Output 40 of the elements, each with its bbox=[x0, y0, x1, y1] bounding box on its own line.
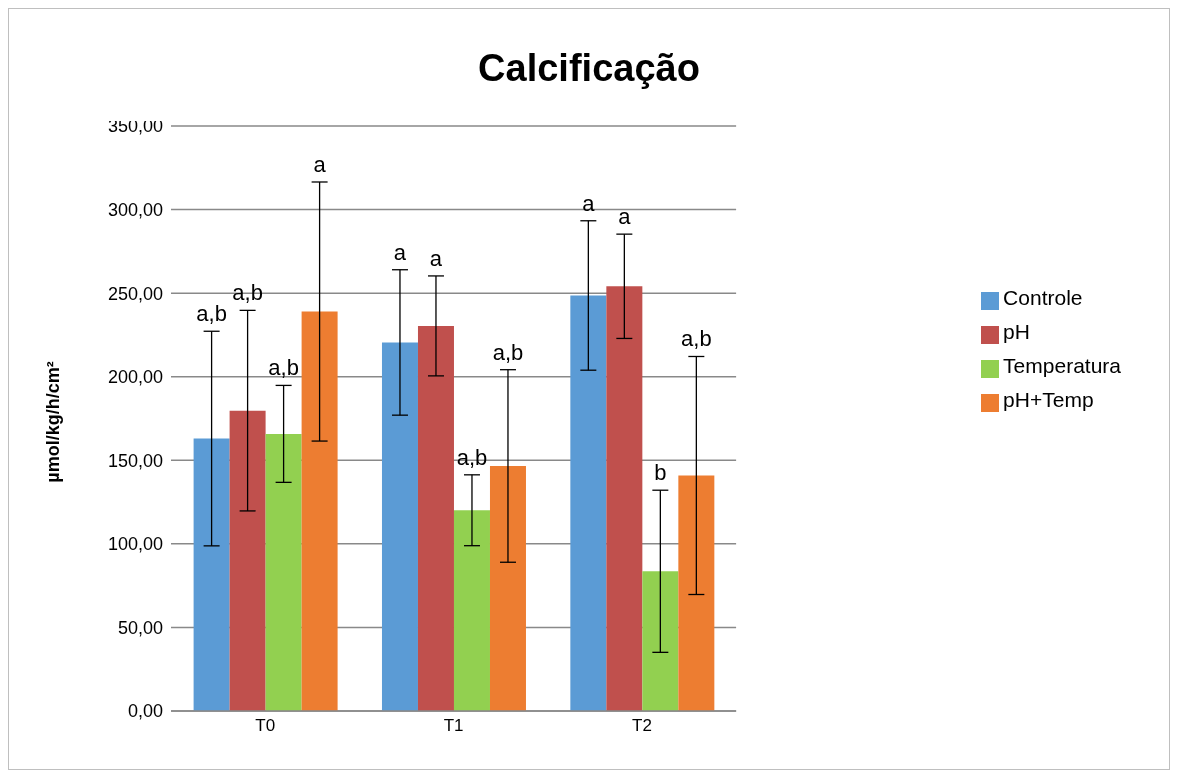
annotation: a bbox=[618, 204, 632, 230]
legend-label: Controle bbox=[1003, 286, 1083, 309]
y-tick-label: 0,00 bbox=[127, 701, 163, 722]
legend-label: pH+Temp bbox=[1003, 388, 1094, 411]
legend-label: Temperatura bbox=[1003, 354, 1121, 377]
bar bbox=[381, 342, 418, 711]
annotation: a,b bbox=[456, 444, 488, 470]
bar bbox=[453, 510, 490, 711]
annotation: a,b bbox=[268, 355, 299, 381]
y-tick-label: 250,00 bbox=[107, 283, 163, 304]
bar bbox=[193, 438, 230, 711]
annotation: a,b bbox=[196, 301, 227, 327]
y-tick-label: 200,00 bbox=[107, 367, 163, 388]
x-tick-label: T0 bbox=[255, 716, 276, 736]
annotation: a bbox=[582, 190, 596, 216]
annotation: a,b bbox=[681, 326, 712, 352]
bar bbox=[229, 410, 266, 711]
bar bbox=[417, 325, 454, 711]
y-axis-title: µmol/kg/h/cm² bbox=[42, 361, 64, 483]
y-tick-label: 50,00 bbox=[117, 617, 163, 638]
x-tick-label: T2 bbox=[632, 716, 652, 736]
y-tick-label: 100,00 bbox=[107, 534, 163, 555]
chart-title: Calcificação bbox=[477, 47, 701, 90]
legend-label: pH bbox=[1003, 320, 1030, 343]
bar bbox=[301, 311, 338, 711]
y-tick-label: 150,00 bbox=[107, 450, 163, 471]
bar bbox=[678, 475, 715, 711]
annotation: a,b bbox=[492, 339, 524, 365]
bar bbox=[606, 286, 643, 711]
annotation: a,b bbox=[232, 280, 263, 306]
annotation: a bbox=[429, 245, 443, 271]
bar bbox=[642, 571, 679, 711]
bar bbox=[570, 295, 607, 711]
x-tick-label: T1 bbox=[443, 716, 464, 736]
annotation: b bbox=[654, 460, 667, 486]
y-tick-label: 300,00 bbox=[107, 199, 163, 220]
annotation: a bbox=[313, 151, 327, 177]
bar bbox=[265, 433, 302, 711]
bar bbox=[489, 465, 526, 711]
annotation: a bbox=[393, 239, 407, 265]
